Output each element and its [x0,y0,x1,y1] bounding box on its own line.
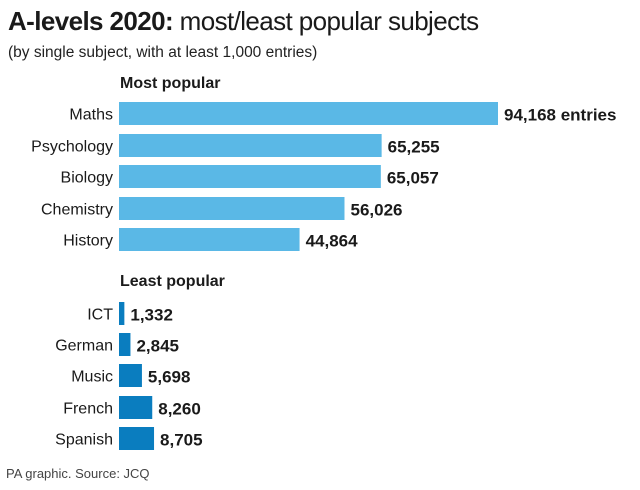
value-label-psychology: 65,255 [388,138,440,157]
chart-subtitle: (by single subject, with at least 1,000 … [8,44,318,61]
chart-title: A-levels 2020: most/least popular subjec… [8,6,479,37]
bar-ict [119,302,125,325]
value-label-chemistry: 56,026 [350,201,402,220]
bar-german [119,333,131,356]
category-label-psychology: Psychology [31,139,113,156]
value-label-spanish: 8,705 [160,431,203,450]
category-label-music: Music [71,369,113,386]
category-label-chemistry: Chemistry [41,202,113,219]
value-label-maths: 94,168 entries [504,106,616,125]
category-label-german: German [55,338,113,355]
category-label-maths: Maths [69,107,113,124]
category-label-history: History [63,233,113,250]
bar-chemistry [119,197,345,220]
value-label-history: 44,864 [306,232,359,251]
bar-biology [119,165,381,188]
least-popular-heading: Least popular [120,273,225,290]
bar-music [119,364,142,387]
category-label-spanish: Spanish [55,432,113,449]
bar-history [119,228,300,251]
bar-maths [119,102,498,125]
category-label-ict: ICT [87,307,113,324]
chart-title-rest: most/least popular subjects [173,6,479,36]
value-label-german: 2,845 [136,337,179,356]
value-label-french: 8,260 [158,400,201,419]
category-label-biology: Biology [61,170,113,187]
bar-spanish [119,427,155,450]
value-label-music: 5,698 [148,368,191,387]
chart-title-bold: A-levels 2020: [8,6,174,36]
value-label-ict: 1,332 [130,306,173,325]
category-label-french: French [63,401,113,418]
source-note: PA graphic. Source: JCQ [6,466,150,481]
most-popular-heading: Most popular [120,75,221,92]
bar-french [119,396,153,419]
bar-psychology [119,134,382,157]
value-label-biology: 65,057 [387,169,439,188]
